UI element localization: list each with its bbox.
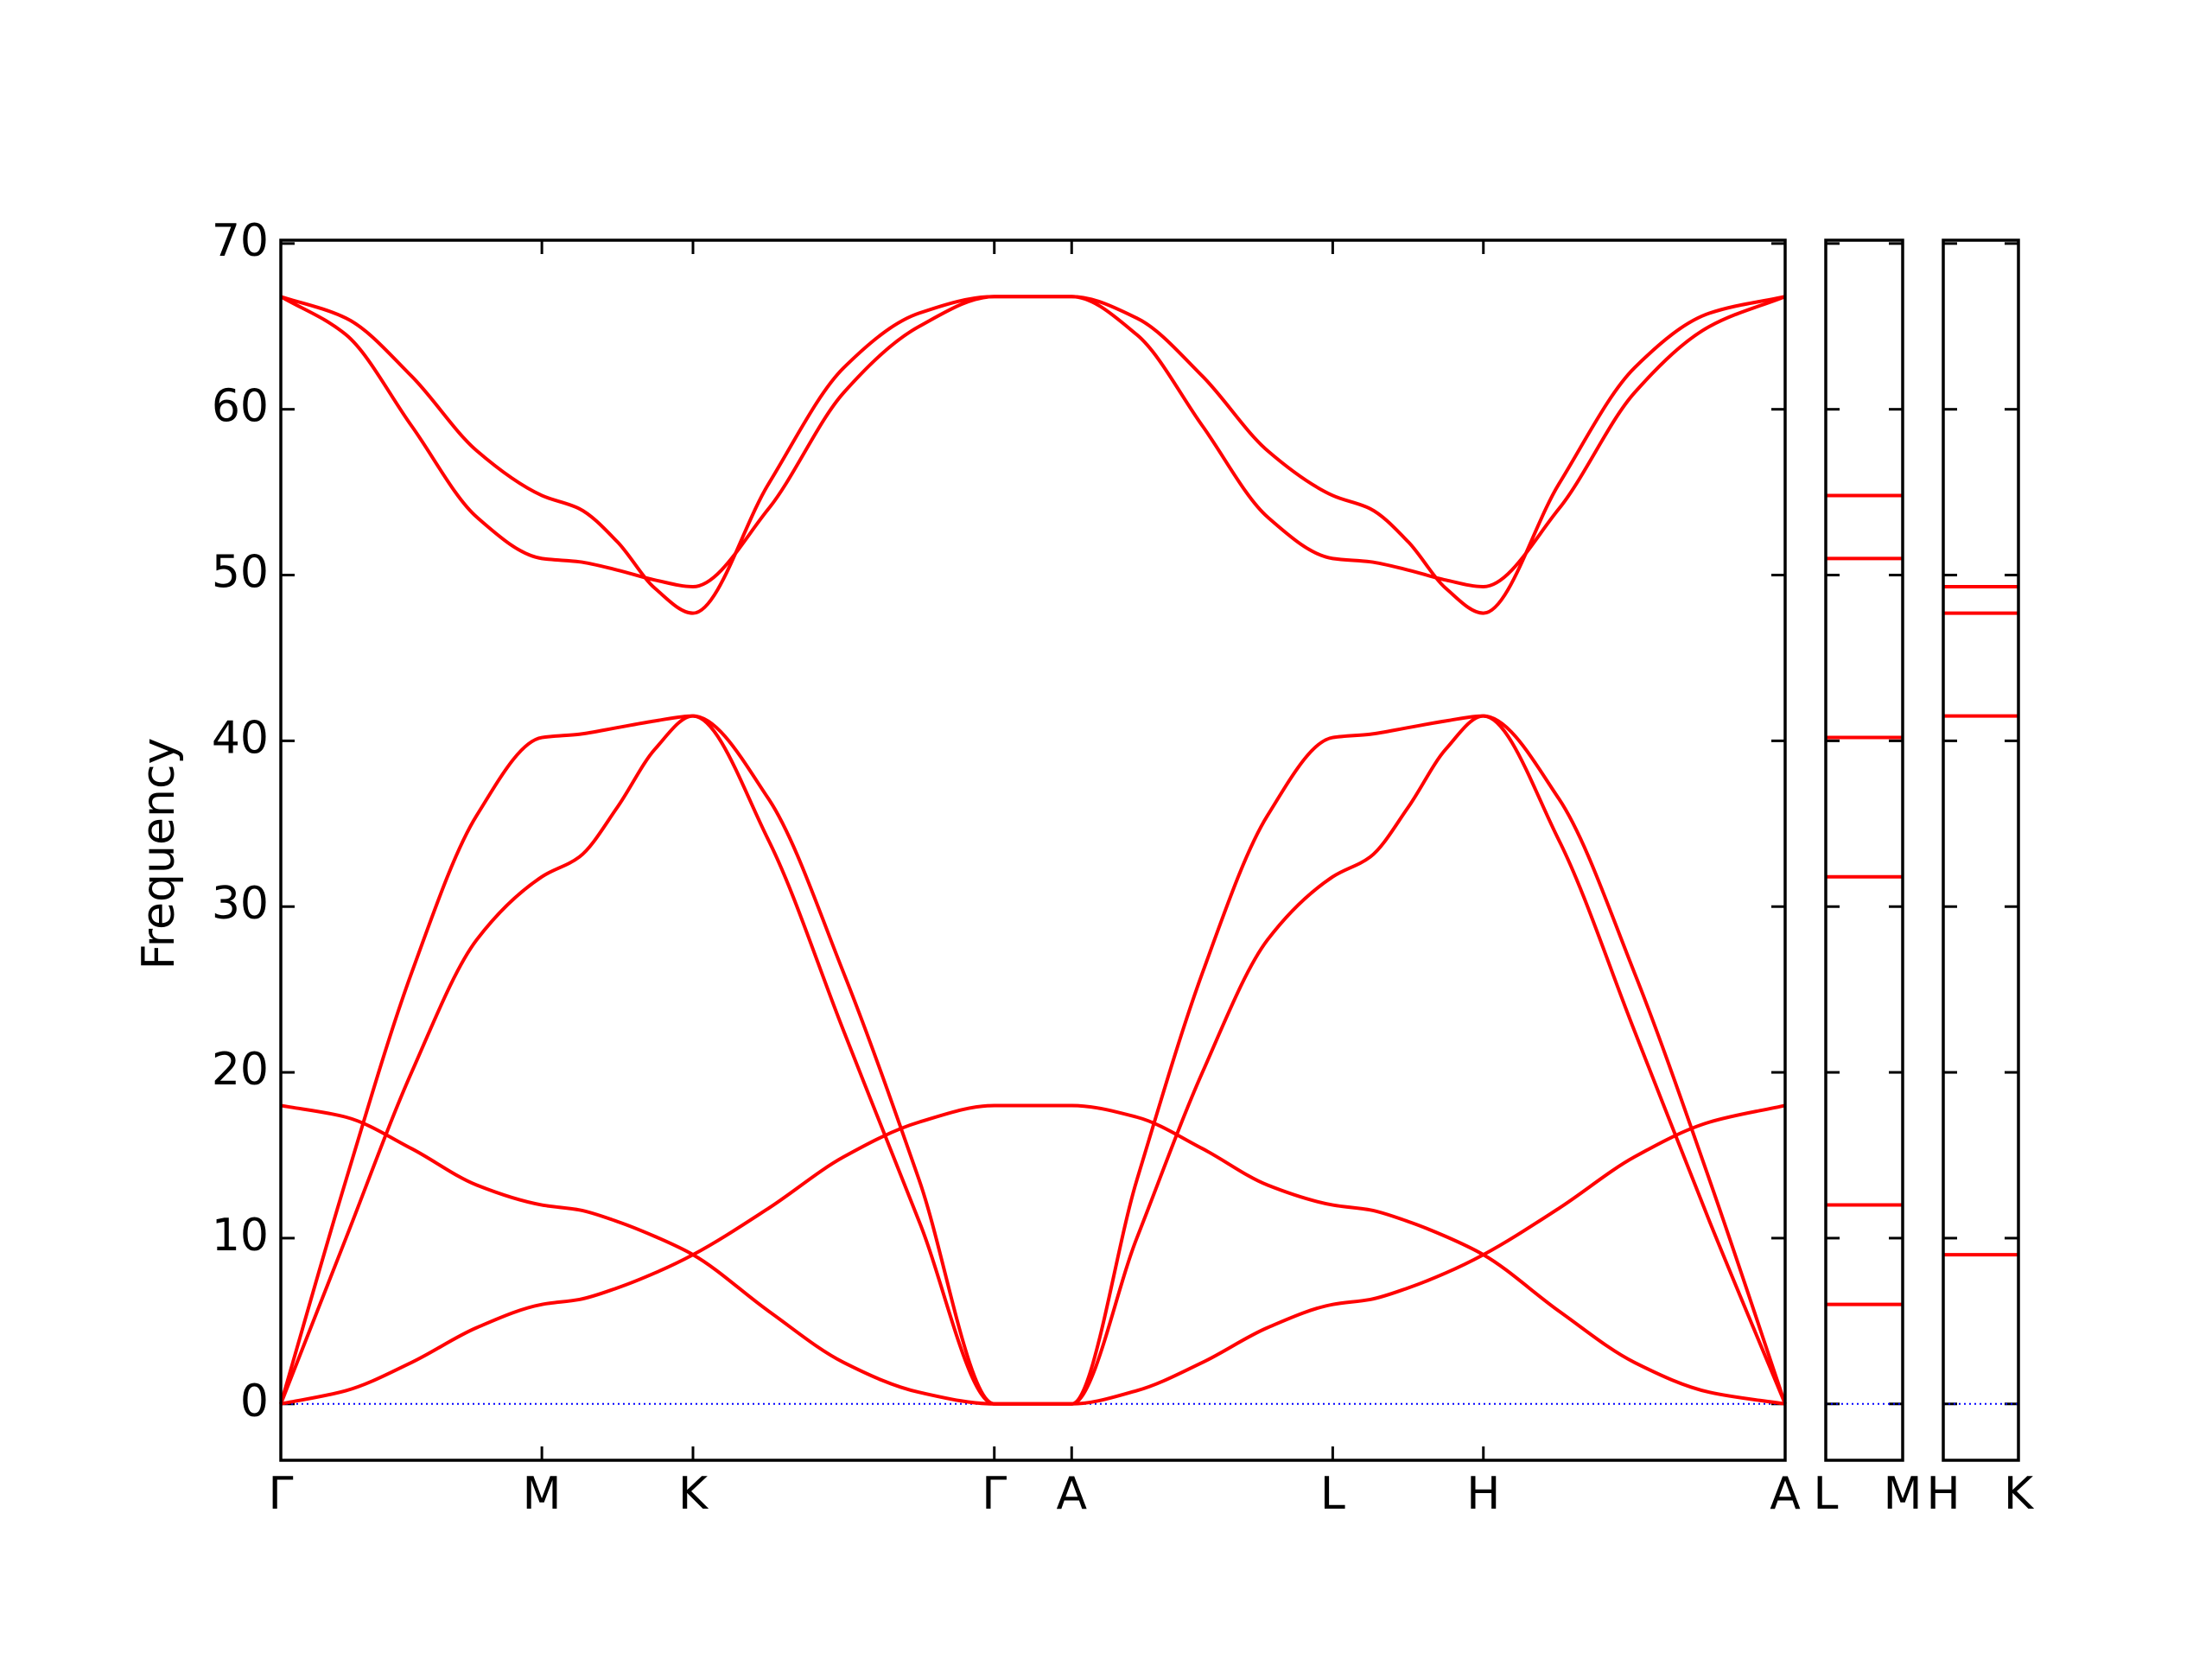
- y-tick-label: 60: [212, 381, 269, 433]
- y-tick-label: 70: [212, 215, 269, 267]
- y-axis-label: Frequency: [133, 738, 185, 970]
- frame: [1824, 238, 1904, 1462]
- frame: [279, 238, 1787, 1462]
- x-tick-label: Γ: [982, 1468, 1007, 1520]
- x-tick-label: H: [1926, 1468, 1960, 1520]
- band-line: [279, 714, 1787, 1406]
- band-line: [280, 1103, 1786, 1406]
- y-tick-label: 10: [212, 1210, 269, 1262]
- band-line: [280, 295, 1786, 615]
- x-tick-label: M: [1884, 1468, 1923, 1520]
- frame: [1942, 238, 2020, 1462]
- x-tick-label: K: [678, 1468, 709, 1520]
- x-tick-label: Γ: [269, 1468, 294, 1520]
- band-line: [279, 295, 1786, 588]
- y-tick-label: 0: [240, 1376, 269, 1427]
- band-line: [280, 1103, 1786, 1406]
- y-tick-label: 20: [212, 1044, 269, 1096]
- x-tick-label: L: [1814, 1468, 1839, 1520]
- y-tick-label: 30: [212, 878, 269, 930]
- x-tick-label: A: [1770, 1468, 1801, 1520]
- x-tick-label: H: [1466, 1468, 1500, 1520]
- y-tick-label: 50: [212, 547, 269, 599]
- band-line: [279, 714, 1787, 1406]
- x-tick-label: K: [2004, 1468, 2035, 1520]
- x-tick-label: A: [1056, 1468, 1087, 1520]
- y-tick-label: 40: [212, 712, 269, 764]
- x-tick-label: L: [1320, 1468, 1345, 1520]
- x-tick-label: M: [523, 1468, 562, 1520]
